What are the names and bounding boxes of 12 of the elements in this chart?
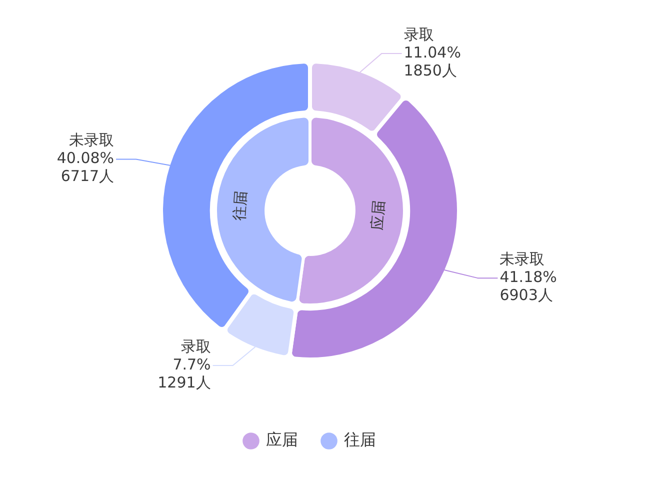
legend-label: 应届 [266, 430, 298, 450]
slice-label: 往届 [230, 190, 250, 222]
slice-label: 录取 [404, 25, 434, 44]
slice-label: 应届 [368, 200, 388, 231]
data-label: 41.18% 6903人 [500, 268, 557, 304]
data-label: 11.04% 1850人 [404, 43, 461, 80]
data-label: 40.08% 6717人 [56, 149, 114, 186]
legend-label: 往届 [344, 430, 376, 450]
slice-label: 录取 [180, 337, 211, 356]
data-label: 7.7% 1291人 [158, 355, 211, 392]
slice-label: 未录取 [69, 131, 114, 150]
slice-label: 未录取 [500, 250, 545, 268]
